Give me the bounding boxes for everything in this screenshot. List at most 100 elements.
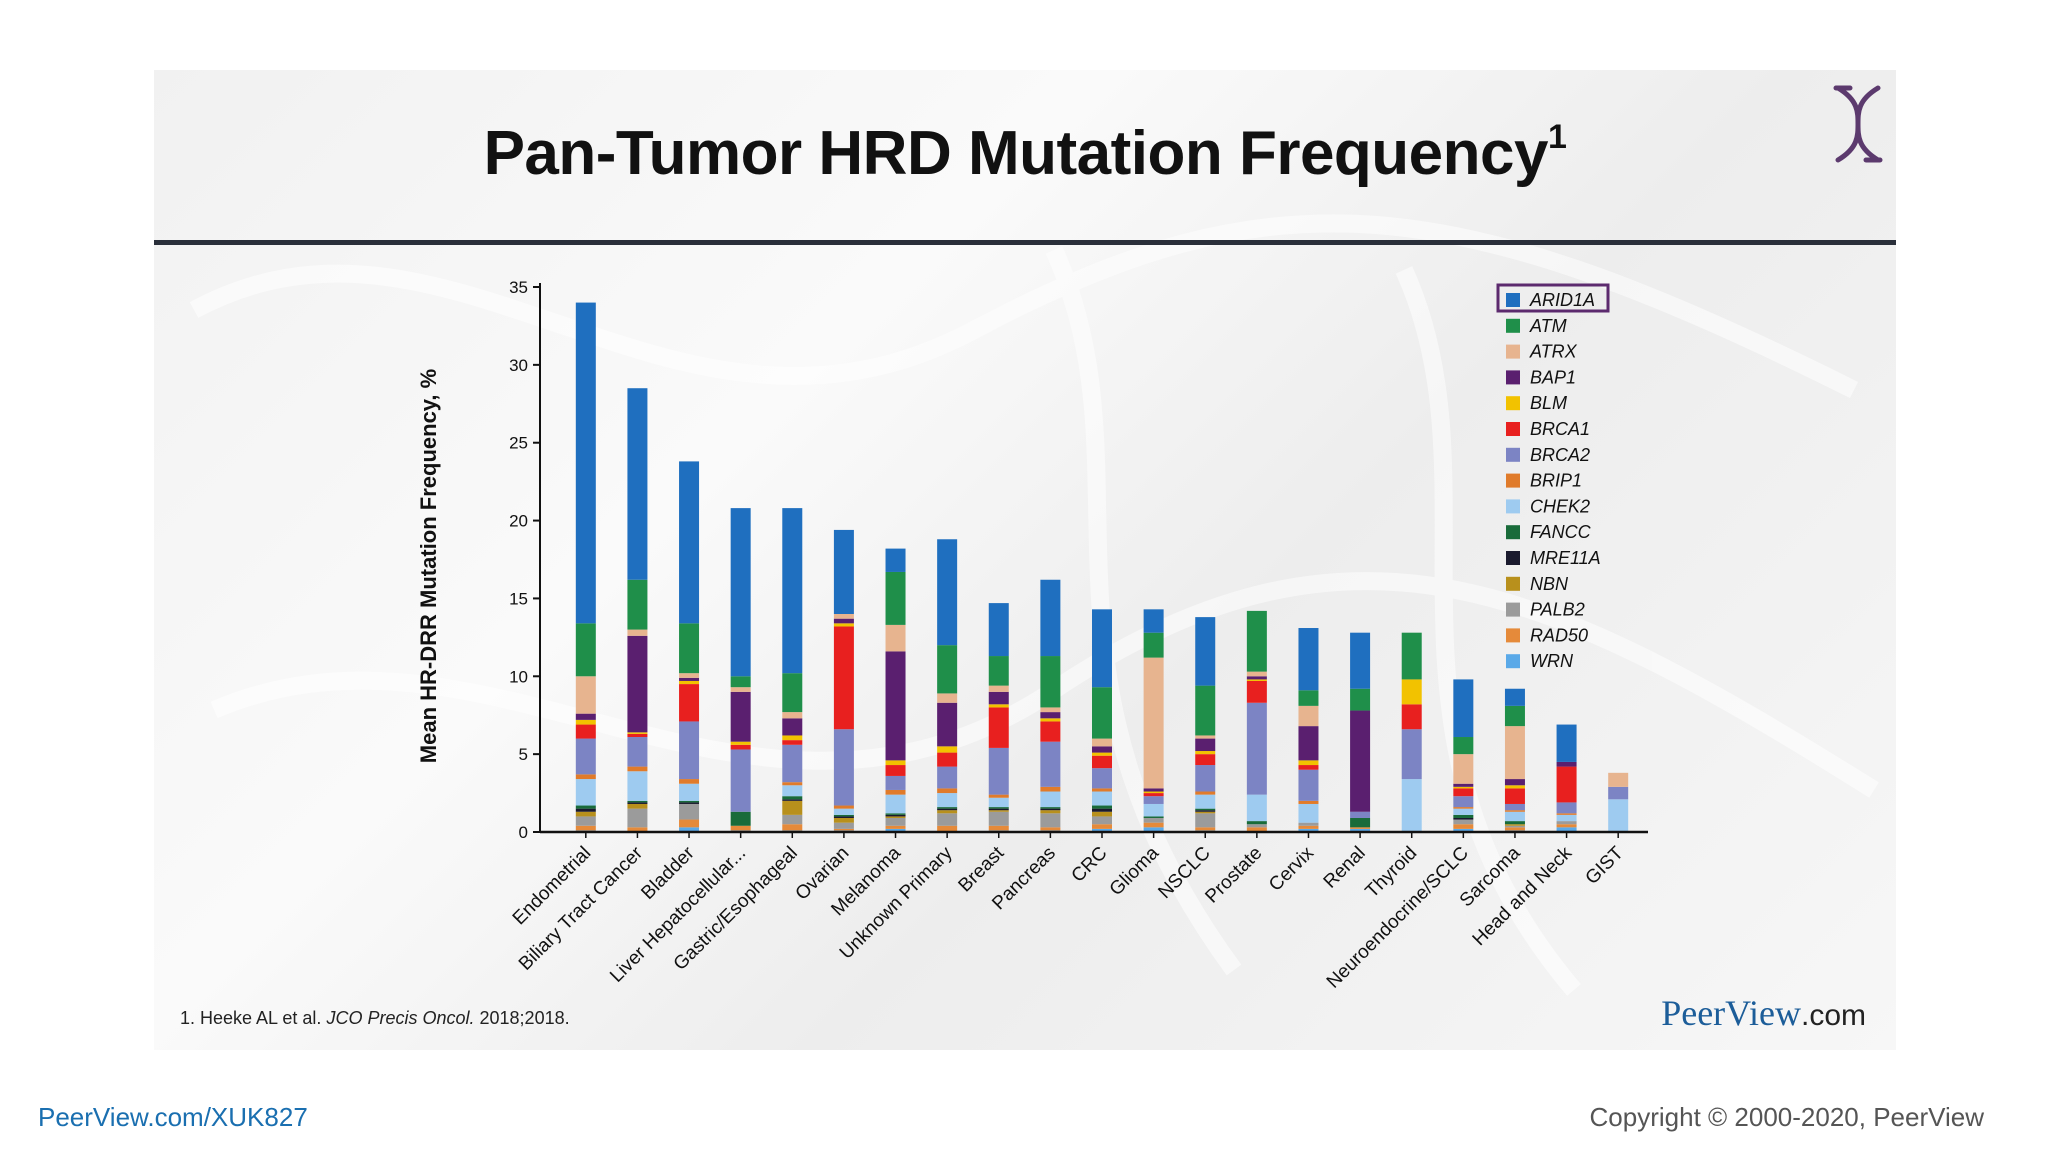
- legend-item-blm: BLM: [1506, 393, 1567, 413]
- bar-segment-atrx: [1246, 671, 1267, 677]
- bar-segment-fancc: [1504, 821, 1525, 825]
- bar-segment-blm: [988, 704, 1009, 708]
- bar-segment-palb2: [937, 813, 958, 826]
- bar-segment-brca1: [1143, 793, 1164, 797]
- bar-segment-bap1: [1040, 712, 1061, 719]
- bar-stack: [730, 508, 751, 832]
- bar-segment-brca1: [833, 626, 854, 730]
- legend-swatch: [1506, 473, 1520, 488]
- bar-segment-bap1: [1143, 788, 1164, 792]
- legend-swatch: [1506, 344, 1520, 359]
- bar-segment-fancc: [885, 813, 906, 815]
- bar-segment-mre11a: [1040, 808, 1061, 811]
- legend-item-rad50: RAD50: [1506, 625, 1588, 645]
- bar-segment-mre11a: [575, 808, 596, 812]
- bar-segment-palb2: [1195, 813, 1216, 828]
- bar-segment-brip1: [937, 788, 958, 794]
- bar-segment-palb2: [833, 822, 854, 829]
- bar-segment-brca1: [1092, 755, 1112, 769]
- bar-segment-brca2: [1298, 769, 1319, 801]
- bar-segment-brip1: [885, 789, 906, 795]
- bar-stack: [1350, 632, 1371, 832]
- bar-segment-atrx: [782, 712, 803, 719]
- bar-segment-bap1: [575, 713, 596, 720]
- bar-segment-blm: [1453, 786, 1474, 789]
- y-tick-label: 15: [509, 589, 528, 608]
- bar-stack: [1246, 610, 1267, 832]
- bar-segment-brca2: [988, 747, 1009, 795]
- title-divider: [154, 240, 1896, 245]
- legend-label: ARID1A: [1529, 290, 1595, 310]
- bar-segment-brip1: [1092, 788, 1112, 792]
- bar-segment-palb2: [988, 811, 1009, 826]
- legend-item-palb2: PALB2: [1506, 600, 1585, 620]
- bar-segment-brca1: [885, 765, 906, 776]
- bar-segment-brca2: [937, 766, 958, 789]
- bar-segment-brca2: [1401, 729, 1422, 780]
- bar-segment-palb2: [1453, 819, 1474, 825]
- bar-segment-fancc: [833, 814, 854, 817]
- bar-segment-rad50: [885, 825, 906, 829]
- bar-segment-palb2: [627, 808, 648, 828]
- bar-segment-brip1: [833, 805, 854, 809]
- legend-swatch: [1506, 499, 1520, 514]
- bar-segment-mre11a: [1195, 810, 1216, 812]
- bar-segment-fancc: [1143, 816, 1164, 818]
- bar-segment-bap1: [730, 691, 751, 742]
- bar-stack: [1401, 632, 1422, 832]
- bar-segment-fancc: [1195, 808, 1216, 811]
- legend-item-wrn: WRN: [1506, 651, 1574, 671]
- bar-segment-chek2: [1195, 794, 1216, 809]
- y-tick-label: 35: [509, 278, 528, 297]
- bar-segment-palb2: [1092, 816, 1112, 825]
- bar-segment-nbn: [988, 810, 1009, 812]
- bar-segment-arid1a: [679, 461, 700, 624]
- bar-segment-fancc: [627, 800, 648, 803]
- legend-swatch: [1506, 293, 1520, 307]
- slide: Pan-Tumor HRD Mutation Frequency1 0 5 10 15…: [154, 70, 1896, 1050]
- bar-segment-atrx: [575, 676, 596, 714]
- bar-segment-brca1: [1246, 680, 1267, 703]
- bar-segment-atm: [1350, 688, 1371, 711]
- program-url[interactable]: PeerView.com/XUK827: [38, 1102, 308, 1132]
- bar-segment-rad50: [1556, 824, 1577, 828]
- bar-segment-bap1: [1350, 710, 1371, 812]
- bar-segment-brca1: [575, 724, 596, 739]
- bar-segment-brca2: [1195, 765, 1216, 792]
- peerview-logo: PeerView.com: [1661, 993, 1866, 1033]
- bar-segment-fancc: [1040, 807, 1061, 809]
- bar-segment-atrx: [885, 624, 906, 652]
- bar-segment-brca1: [1504, 788, 1525, 804]
- bar-segment-bap1: [1246, 676, 1267, 680]
- bar-segment-brca2: [1040, 741, 1061, 787]
- bar-segment-blm: [1040, 718, 1061, 722]
- bar-segment-rad50: [1246, 827, 1267, 832]
- bar-segment-atm: [1195, 685, 1216, 736]
- bar-segment-palb2: [1040, 813, 1061, 828]
- bar-segment-palb2: [1504, 825, 1525, 828]
- bar-segment-atrx: [1298, 705, 1319, 727]
- bar-segment-brca1: [627, 733, 648, 738]
- y-axis: 0 5 10 15 20 25 30 35: [509, 278, 541, 842]
- bar-segment-blm: [1401, 679, 1422, 705]
- bar-segment-atm: [937, 645, 958, 694]
- bar-segment-chek2: [885, 794, 906, 814]
- bar-segment-brip1: [1453, 807, 1474, 809]
- bar-segment-fancc: [782, 796, 803, 800]
- bar-segment-palb2: [1556, 821, 1577, 825]
- bar-segment-bap1: [988, 691, 1009, 705]
- bar-segment-brca1: [1401, 704, 1422, 730]
- bar-segment-wrn: [885, 828, 906, 832]
- bar-segment-fancc: [988, 807, 1009, 809]
- bar-segment-blm: [885, 760, 906, 766]
- bar-segment-nbn: [833, 817, 854, 823]
- bar-segment-rad50: [1298, 825, 1319, 829]
- legend-swatch: [1506, 602, 1520, 617]
- legend-swatch: [1506, 422, 1520, 436]
- bar-segment-atrx: [1092, 738, 1112, 747]
- bar-segment-bap1: [1504, 779, 1525, 786]
- bar-segment-palb2: [679, 803, 700, 820]
- legend-item-atrx: ATRX: [1506, 342, 1578, 362]
- bar-segment-atm: [782, 673, 803, 713]
